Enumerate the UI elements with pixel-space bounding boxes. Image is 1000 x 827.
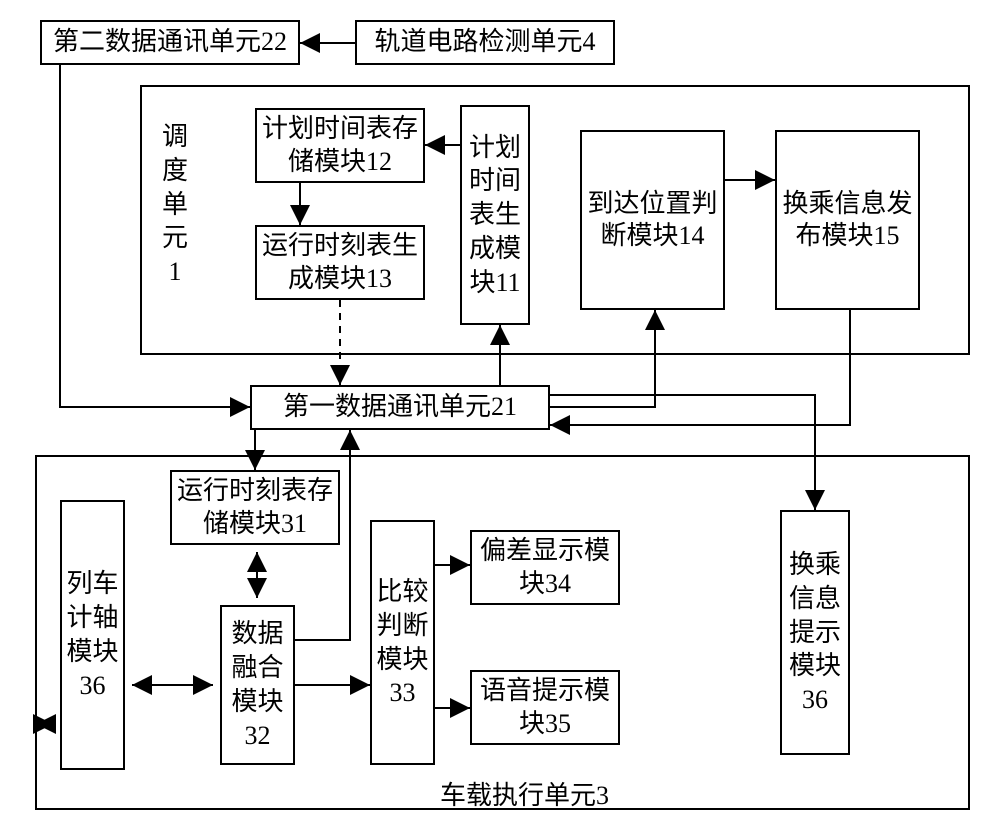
box-first-data-comm-21: 第一数据通讯单元21 <box>250 385 550 430</box>
label: 到达位置判断模块14 <box>586 188 719 253</box>
label-dispatch-unit-1: 调度单元1 <box>160 120 190 289</box>
box-run-timetable-gen-13: 运行时刻表生成模块13 <box>255 225 425 300</box>
label: 运行时刻表存储模块31 <box>176 475 334 540</box>
box-transfer-info-publish-15: 换乘信息发布模块15 <box>775 130 920 310</box>
label-onboard-exec-unit-3: 车载执行单元3 <box>440 775 609 812</box>
box-data-fusion-32: 数据融合模块32 <box>220 605 295 765</box>
label: 偏差显示模块34 <box>476 535 614 600</box>
label: 计划时间表存储模块12 <box>261 113 419 178</box>
box-track-circuit-detect-4: 轨道电路检测单元4 <box>355 20 615 65</box>
box-plan-timetable-gen-11: 计划时间表生成模块11 <box>460 105 530 325</box>
label: 数据融合模块32 <box>231 619 283 749</box>
label: 列车计轴模块36 <box>66 569 118 699</box>
label: 第一数据通讯单元21 <box>283 391 517 424</box>
label: 轨道电路检测单元4 <box>374 26 595 59</box>
box-run-timetable-storage-31: 运行时刻表存储模块31 <box>170 470 340 545</box>
diagram-canvas: 第二数据通讯单元22 轨道电路检测单元4 调度单元1 计划时间表存储模块12 运… <box>0 0 1000 827</box>
box-compare-judge-33: 比较判断模块33 <box>370 520 435 765</box>
label: 计划时间表生成模块11 <box>469 133 521 297</box>
label: 运行时刻表生成模块13 <box>261 230 419 295</box>
label: 换乘信息发布模块15 <box>781 188 914 253</box>
label: 换乘信息提示模块36 <box>789 550 841 714</box>
label: 比较判断模块33 <box>376 577 428 707</box>
box-arrival-pos-judge-14: 到达位置判断模块14 <box>580 130 725 310</box>
box-train-axle-36: 列车计轴模块36 <box>60 500 125 770</box>
label: 第二数据通讯单元22 <box>53 26 287 59</box>
box-voice-prompt-35: 语音提示模块35 <box>470 670 620 745</box>
box-plan-schedule-storage-12: 计划时间表存储模块12 <box>255 108 425 183</box>
label: 语音提示模块35 <box>476 675 614 740</box>
box-second-data-comm-22: 第二数据通讯单元22 <box>40 20 300 65</box>
box-transfer-info-prompt-36: 换乘信息提示模块36 <box>780 510 850 755</box>
box-deviation-display-34: 偏差显示模块34 <box>470 530 620 605</box>
